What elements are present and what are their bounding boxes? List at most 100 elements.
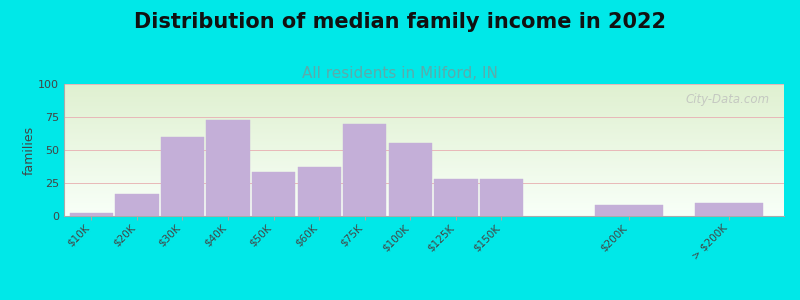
Bar xyxy=(64,110,784,111)
Bar xyxy=(64,203,784,204)
Bar xyxy=(64,162,784,163)
Bar xyxy=(64,191,784,192)
Bar xyxy=(64,119,784,120)
Bar xyxy=(64,197,784,198)
Bar xyxy=(64,122,784,123)
Bar xyxy=(64,95,784,96)
Bar xyxy=(64,181,784,182)
Bar xyxy=(64,133,784,134)
Bar xyxy=(64,117,784,118)
Bar xyxy=(64,177,784,178)
Bar xyxy=(64,215,784,216)
Bar xyxy=(64,170,784,171)
Bar xyxy=(161,137,204,216)
Bar xyxy=(64,174,784,175)
Bar xyxy=(595,206,663,216)
Bar xyxy=(64,165,784,166)
Bar xyxy=(64,147,784,148)
Bar xyxy=(64,171,784,172)
Bar xyxy=(64,140,784,141)
Bar xyxy=(64,204,784,205)
Bar xyxy=(64,96,784,97)
Bar xyxy=(64,193,784,194)
Bar xyxy=(64,214,784,215)
Bar xyxy=(64,178,784,179)
Bar xyxy=(115,194,158,216)
Bar xyxy=(64,166,784,167)
Bar xyxy=(70,213,113,216)
Bar xyxy=(64,200,784,201)
Bar xyxy=(695,203,763,216)
Bar xyxy=(64,157,784,158)
Bar xyxy=(64,139,784,140)
Bar xyxy=(64,176,784,177)
Bar xyxy=(64,87,784,88)
Bar xyxy=(64,132,784,133)
Bar xyxy=(64,126,784,127)
Text: All residents in Milford, IN: All residents in Milford, IN xyxy=(302,66,498,81)
Bar xyxy=(64,138,784,139)
Bar xyxy=(64,161,784,162)
Bar xyxy=(64,128,784,129)
Bar xyxy=(64,185,784,186)
Bar xyxy=(64,113,784,114)
Bar xyxy=(64,148,784,149)
Bar xyxy=(64,145,784,146)
Bar xyxy=(64,112,784,113)
Bar xyxy=(64,208,784,209)
Bar xyxy=(64,211,784,212)
Bar xyxy=(64,184,784,185)
Bar xyxy=(64,158,784,159)
Bar xyxy=(64,149,784,150)
Bar xyxy=(64,103,784,104)
Bar xyxy=(64,154,784,155)
Bar xyxy=(64,205,784,206)
Bar xyxy=(64,100,784,101)
Bar xyxy=(252,172,295,216)
Bar xyxy=(64,114,784,115)
Bar xyxy=(64,182,784,183)
Bar xyxy=(64,194,784,195)
Bar xyxy=(64,201,784,202)
Bar xyxy=(389,143,432,216)
Text: Distribution of median family income in 2022: Distribution of median family income in … xyxy=(134,12,666,32)
Bar xyxy=(64,180,784,181)
Bar xyxy=(64,199,784,200)
Bar xyxy=(64,127,784,128)
Bar xyxy=(64,93,784,94)
Y-axis label: families: families xyxy=(22,125,35,175)
Bar xyxy=(64,118,784,119)
Bar xyxy=(64,88,784,89)
Bar xyxy=(64,188,784,189)
Bar xyxy=(64,156,784,157)
Bar xyxy=(64,130,784,131)
Bar xyxy=(64,135,784,136)
Bar xyxy=(64,163,784,164)
Bar xyxy=(64,124,784,125)
Bar xyxy=(64,84,784,85)
Bar xyxy=(298,167,341,216)
Bar xyxy=(64,183,784,184)
Bar xyxy=(64,94,784,95)
Bar xyxy=(206,120,250,216)
Bar xyxy=(480,179,523,216)
Bar xyxy=(64,102,784,103)
Bar xyxy=(64,172,784,173)
Bar xyxy=(64,160,784,161)
Bar xyxy=(64,159,784,160)
Bar xyxy=(64,179,784,180)
Bar xyxy=(64,136,784,137)
Bar xyxy=(64,107,784,108)
Text: City-Data.com: City-Data.com xyxy=(686,93,770,106)
Bar xyxy=(64,169,784,170)
Bar xyxy=(64,134,784,135)
Bar xyxy=(64,155,784,156)
Bar xyxy=(64,153,784,154)
Bar xyxy=(64,108,784,109)
Bar xyxy=(64,85,784,86)
Bar xyxy=(64,186,784,187)
Bar xyxy=(64,121,784,122)
Bar xyxy=(64,192,784,193)
Bar xyxy=(64,143,784,144)
Bar xyxy=(64,101,784,102)
